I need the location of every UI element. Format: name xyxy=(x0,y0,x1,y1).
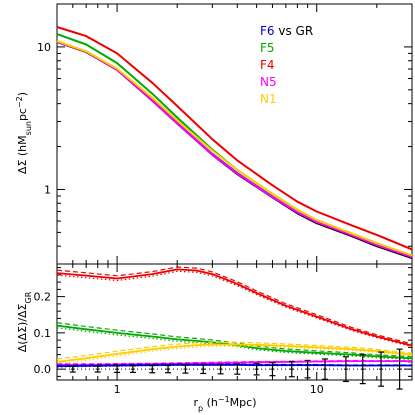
legend-entry-f5: F5 xyxy=(260,41,275,55)
top-panel: 1 10 xyxy=(37,3,413,265)
ratio-line-f4-dotted xyxy=(56,270,413,348)
y-tick-label: 1 xyxy=(44,183,51,196)
ratio-line-f5-dashed xyxy=(56,322,413,358)
x-axis-label: rp (h−1Mpc) xyxy=(194,395,257,413)
ratio-line-f4 xyxy=(56,268,413,347)
ratio-line-f4-dashed xyxy=(56,266,413,345)
legend-entry-f6: F6 vs GR xyxy=(260,24,313,38)
x-tick-label: 1 xyxy=(114,383,121,396)
series-line-n5 xyxy=(56,40,413,258)
bottom-plot-frame xyxy=(56,263,413,381)
top-plot-frame xyxy=(56,3,413,265)
bottom-y-axis-label: Δ(ΔΣ)/ΔΣGR xyxy=(16,291,33,352)
y-tick-label: 0.2 xyxy=(34,291,52,304)
series-line-f4 xyxy=(56,26,413,251)
y-tick-label: 0.1 xyxy=(34,327,52,340)
x-tick-label: 10 xyxy=(310,383,324,396)
legend: F6 vs GR F5 F4 N5 N1 xyxy=(260,24,313,106)
ratio-line-n1-dashed xyxy=(56,341,413,360)
ratio-line-n1-dotted xyxy=(56,345,413,365)
series-line-f6 xyxy=(56,40,413,259)
series-line-f5 xyxy=(56,33,413,258)
legend-entry-n1: N1 xyxy=(260,92,277,106)
series-line-n1 xyxy=(56,40,413,257)
y-tick-label: 10 xyxy=(37,41,51,54)
legend-entry-f4: F4 xyxy=(260,58,275,72)
legend-entry-n5: N5 xyxy=(260,75,277,89)
series-line-gr xyxy=(56,41,413,260)
ratio-line-n1 xyxy=(56,343,413,363)
bottom-panel: 0.0 0.1 0.2 1 10 xyxy=(34,263,413,396)
top-y-axis-label: ΔΣ (hMsunpc−2) xyxy=(15,92,33,174)
y-tick-label: 0.0 xyxy=(34,363,52,376)
